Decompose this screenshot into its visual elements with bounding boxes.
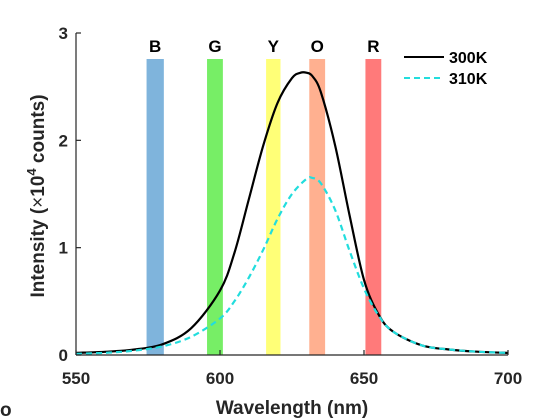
y-axis-label-exp: 4 [24,168,39,176]
x-tick-label-700: 700 [494,369,522,388]
y-axis-label-base: 10 [28,176,49,197]
ticks: 550 600 650 700 0 1 2 3 [59,24,523,388]
y-tick-label-0: 0 [59,346,68,365]
legend-label-300k: 300K [449,50,488,67]
x-tick-label-650: 650 [350,369,378,388]
band-label-r: R [367,37,379,56]
band-label-g: G [208,37,221,56]
y-axis-label-times: × [28,197,49,208]
y-axis-label: Intensity (×104 counts) [24,94,49,297]
band-label-b: B [149,37,161,56]
series-310k [75,176,509,355]
band-r [365,59,382,355]
color-bands [146,59,382,355]
y-tick-label-1: 1 [59,239,68,258]
series-300k [75,71,509,354]
band-y [266,59,281,355]
axes [75,33,508,356]
legend-label-310k: 310K [449,71,488,88]
band-label-o: O [311,37,324,56]
y-axis-label-main: Intensity ( [28,207,49,297]
x-tick-label-600: 600 [206,369,234,388]
x-tick-label-550: 550 [62,369,90,388]
band-o [309,59,326,355]
band-g [207,59,223,355]
x-axis-label: Wavelength (nm) [216,398,368,419]
stray-label: o [0,400,12,420]
y-axis-label-tail: counts) [28,94,49,168]
y-tick-label-3: 3 [59,24,68,43]
legend: 300K 310K [404,50,488,88]
band-label-y: Y [268,37,280,56]
series-lines [75,71,509,355]
y-tick-label-2: 2 [59,131,68,150]
band-b [146,59,164,355]
